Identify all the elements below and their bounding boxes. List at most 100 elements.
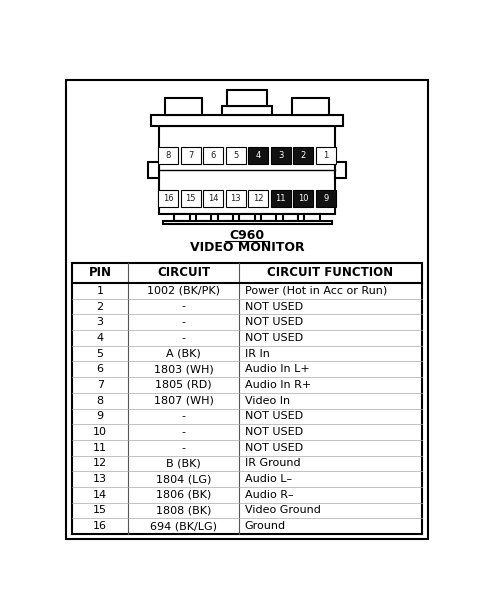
Bar bbox=[261, 215, 277, 221]
Text: 1807 (WH): 1807 (WH) bbox=[154, 395, 214, 406]
Bar bbox=[151, 115, 343, 126]
Text: B (BK): B (BK) bbox=[166, 459, 201, 468]
Bar bbox=[292, 98, 329, 115]
Bar bbox=[158, 147, 178, 164]
Text: -: - bbox=[182, 427, 186, 437]
Bar bbox=[226, 190, 246, 207]
Text: 1804 (LG): 1804 (LG) bbox=[156, 474, 211, 484]
Text: PIN: PIN bbox=[89, 267, 112, 280]
Text: Power (Hot in Acc or Run): Power (Hot in Acc or Run) bbox=[245, 286, 387, 296]
Bar bbox=[181, 190, 201, 207]
Bar bbox=[222, 106, 272, 115]
Text: NOT USED: NOT USED bbox=[245, 443, 303, 453]
Text: -: - bbox=[182, 302, 186, 311]
Text: 3: 3 bbox=[97, 317, 104, 327]
Text: 10: 10 bbox=[93, 427, 107, 437]
Text: 1803 (WH): 1803 (WH) bbox=[154, 364, 214, 375]
Text: Audio In L+: Audio In L+ bbox=[245, 364, 309, 375]
Bar bbox=[203, 147, 223, 164]
Text: 2: 2 bbox=[301, 151, 306, 160]
Text: 8: 8 bbox=[96, 395, 104, 406]
Text: 12: 12 bbox=[93, 459, 107, 468]
Bar bbox=[304, 215, 320, 221]
Text: -: - bbox=[182, 333, 186, 343]
Text: Audio R–: Audio R– bbox=[245, 490, 294, 500]
Text: 9: 9 bbox=[323, 194, 328, 203]
Text: A (BK): A (BK) bbox=[166, 349, 201, 359]
Text: 12: 12 bbox=[253, 194, 264, 203]
Bar bbox=[239, 215, 255, 221]
Text: Audio In R+: Audio In R+ bbox=[245, 380, 311, 390]
Text: Video Ground: Video Ground bbox=[245, 506, 321, 516]
Text: 1: 1 bbox=[97, 286, 104, 296]
Text: 1002 (BK/PK): 1002 (BK/PK) bbox=[147, 286, 220, 296]
Text: VIDEO MONITOR: VIDEO MONITOR bbox=[190, 241, 304, 254]
Text: C960: C960 bbox=[229, 229, 265, 242]
Text: NOT USED: NOT USED bbox=[245, 411, 303, 421]
Text: 4: 4 bbox=[255, 151, 261, 160]
Text: -: - bbox=[182, 443, 186, 453]
Text: IR Ground: IR Ground bbox=[245, 459, 300, 468]
Text: NOT USED: NOT USED bbox=[245, 302, 303, 311]
Text: 11: 11 bbox=[276, 194, 286, 203]
Text: 5: 5 bbox=[233, 151, 239, 160]
Text: 6: 6 bbox=[211, 151, 216, 160]
Text: 1: 1 bbox=[323, 151, 328, 160]
Bar bbox=[271, 147, 291, 164]
Bar bbox=[248, 147, 268, 164]
Text: 3: 3 bbox=[278, 151, 283, 160]
Bar bbox=[174, 215, 190, 221]
Text: 1806 (BK): 1806 (BK) bbox=[156, 490, 211, 500]
Bar bbox=[335, 162, 346, 178]
Bar bbox=[226, 147, 246, 164]
Text: 10: 10 bbox=[298, 194, 308, 203]
Text: CIRCUIT FUNCTION: CIRCUIT FUNCTION bbox=[268, 267, 393, 280]
Text: 1805 (RD): 1805 (RD) bbox=[155, 380, 212, 390]
Text: 2: 2 bbox=[96, 302, 104, 311]
Text: 8: 8 bbox=[166, 151, 171, 160]
Bar bbox=[293, 147, 313, 164]
Text: 13: 13 bbox=[230, 194, 241, 203]
Bar bbox=[271, 190, 291, 207]
Text: CIRCUIT: CIRCUIT bbox=[157, 267, 210, 280]
Text: -: - bbox=[182, 411, 186, 421]
Text: 14: 14 bbox=[208, 194, 218, 203]
Bar bbox=[316, 190, 336, 207]
Text: 11: 11 bbox=[93, 443, 107, 453]
Text: 15: 15 bbox=[186, 194, 196, 203]
Bar bbox=[217, 215, 233, 221]
Text: 16: 16 bbox=[163, 194, 174, 203]
Bar bbox=[165, 98, 202, 115]
Bar bbox=[248, 190, 268, 207]
Text: Ground: Ground bbox=[245, 521, 286, 531]
Bar bbox=[159, 126, 335, 215]
Bar bbox=[282, 215, 298, 221]
Bar bbox=[316, 147, 336, 164]
Text: 6: 6 bbox=[97, 364, 104, 375]
Bar bbox=[227, 91, 267, 106]
Text: NOT USED: NOT USED bbox=[245, 427, 303, 437]
Text: 13: 13 bbox=[93, 474, 107, 484]
Text: 7: 7 bbox=[96, 380, 104, 390]
Text: 694 (BK/LG): 694 (BK/LG) bbox=[150, 521, 217, 531]
Bar bbox=[158, 190, 178, 207]
Text: 15: 15 bbox=[93, 506, 107, 516]
Text: NOT USED: NOT USED bbox=[245, 333, 303, 343]
Text: -: - bbox=[182, 317, 186, 327]
Text: 5: 5 bbox=[97, 349, 104, 359]
Bar bbox=[162, 221, 332, 224]
Bar bbox=[181, 147, 201, 164]
Text: NOT USED: NOT USED bbox=[245, 317, 303, 327]
Text: 9: 9 bbox=[96, 411, 104, 421]
Text: 1808 (BK): 1808 (BK) bbox=[156, 506, 211, 516]
Text: 7: 7 bbox=[188, 151, 194, 160]
Bar bbox=[148, 162, 159, 178]
Text: Audio L–: Audio L– bbox=[245, 474, 292, 484]
Text: 14: 14 bbox=[93, 490, 107, 500]
Text: 16: 16 bbox=[93, 521, 107, 531]
Text: Video In: Video In bbox=[245, 395, 290, 406]
Bar bbox=[293, 190, 313, 207]
Bar bbox=[203, 190, 223, 207]
Bar bbox=[196, 215, 212, 221]
Text: 4: 4 bbox=[96, 333, 104, 343]
